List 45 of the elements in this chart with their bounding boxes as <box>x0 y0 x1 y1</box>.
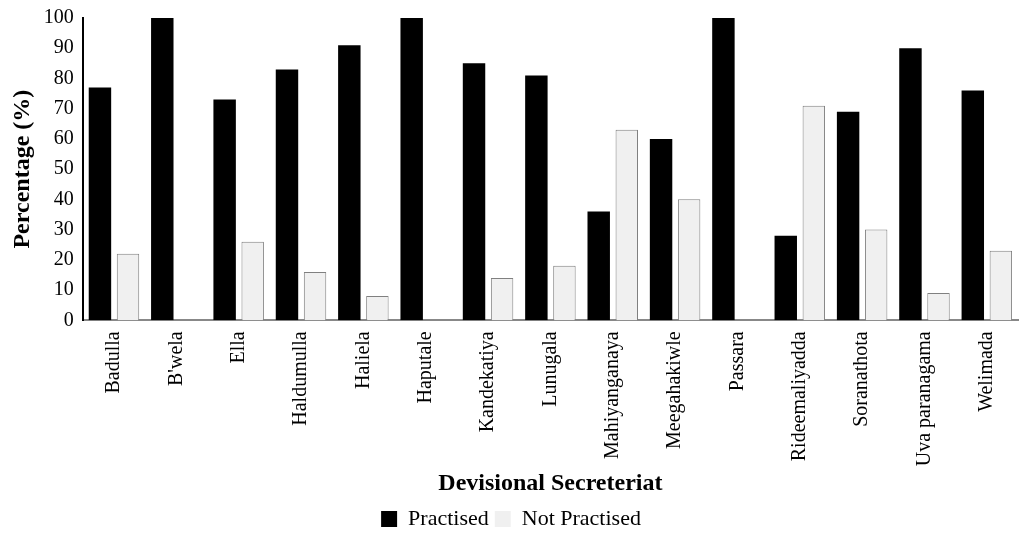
y-tick-label: 70 <box>53 95 74 118</box>
y-tick-label: 0 <box>63 307 74 330</box>
legend-label: Not Practised <box>521 504 641 530</box>
bar <box>836 111 860 321</box>
bar <box>462 63 486 321</box>
y-tick-label: 60 <box>53 126 74 149</box>
y-tick-label: 50 <box>53 156 74 179</box>
bar <box>774 235 797 321</box>
x-tick-label: Badulla <box>101 331 124 394</box>
y-tick-label: 80 <box>53 65 74 88</box>
x-tick-label: Lunugala <box>537 331 561 407</box>
y-tick-label: 40 <box>53 186 74 209</box>
bar <box>712 18 735 321</box>
x-tick-label: Haldumulla <box>288 331 311 426</box>
x-tick-label: Passara <box>724 331 747 392</box>
x-tick-label: Rideemaliyadda <box>787 331 811 462</box>
bar <box>213 99 236 321</box>
bar <box>151 18 174 321</box>
bar <box>587 211 610 321</box>
y-tick-label: 90 <box>53 35 74 58</box>
y-tick-label: 10 <box>53 277 74 300</box>
x-tick-label: Haputale <box>412 331 436 404</box>
legend-label: Practised <box>408 504 489 530</box>
y-tick-label: 30 <box>53 216 74 239</box>
y-tick-label: 20 <box>53 247 74 270</box>
x-tick-label: Uva paranagama <box>911 331 935 467</box>
x-tick-label: Welimada <box>974 331 997 412</box>
bar <box>338 45 361 321</box>
x-tick-label: Mahiyanganaya <box>600 331 623 460</box>
bar <box>400 18 423 321</box>
bar <box>525 75 548 321</box>
x-tick-label: Haliela <box>350 331 373 390</box>
bar <box>88 87 112 321</box>
x-tick-label: B'wela <box>163 331 186 386</box>
x-tick-label: Meegahakiwle <box>662 331 686 450</box>
bar <box>275 69 299 321</box>
bar <box>649 138 673 321</box>
x-tick-label: Kandekatiya <box>475 331 499 433</box>
y-tick-label: 100 <box>43 5 74 28</box>
bar <box>899 48 922 321</box>
x-axis-title: Devisional Secreteriat <box>438 468 663 495</box>
bar <box>961 90 985 321</box>
x-tick-label: Ella <box>225 331 248 364</box>
x-tick-label: Soranathota <box>849 331 872 427</box>
y-axis-title: Percentage (%) <box>7 89 34 249</box>
